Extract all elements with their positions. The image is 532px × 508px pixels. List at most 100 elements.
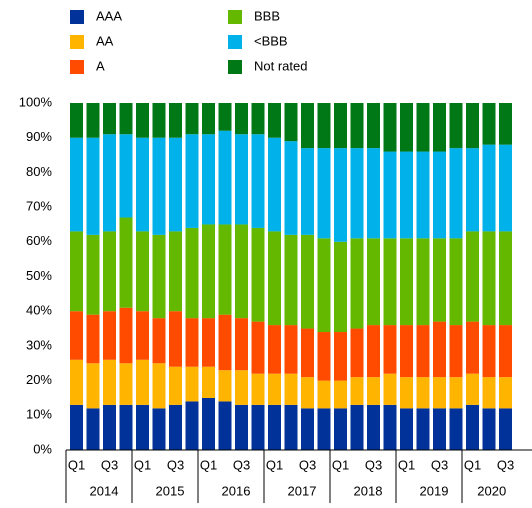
bar-segment: [169, 231, 182, 312]
bar-segment: [152, 234, 166, 319]
legend-swatch: [70, 60, 84, 74]
legend-swatch: [70, 35, 84, 49]
bar-segment: [284, 404, 298, 450]
bar-segment: [367, 377, 380, 405]
bar-segment: [350, 238, 364, 329]
bar-segment: [301, 148, 314, 235]
bar-segment: [400, 408, 413, 450]
bar-segment: [119, 134, 133, 218]
bar-segment: [449, 148, 463, 239]
legend-label: BBB: [254, 8, 280, 23]
bar-segment: [185, 318, 199, 367]
x-tick-label: Q3: [431, 457, 448, 472]
bar-segment: [70, 103, 83, 138]
bar-segment: [251, 134, 265, 228]
bar-segment: [482, 408, 496, 450]
bar-segment: [350, 148, 364, 239]
bar-segment: [86, 137, 100, 235]
bar-segment: [449, 377, 463, 409]
bar-segment: [416, 238, 430, 326]
bar-segment: [334, 332, 347, 381]
bar-segment: [169, 311, 182, 367]
x-tick-label: Q1: [200, 457, 217, 472]
bar-segment: [400, 377, 413, 409]
bar-segment: [218, 370, 232, 402]
y-tick-label: 30%: [26, 337, 52, 352]
bar-segment: [301, 408, 314, 450]
bar-segment: [202, 397, 215, 450]
legend-label: Not rated: [254, 58, 307, 73]
bar-segment: [136, 103, 149, 138]
bar-segment: [152, 363, 166, 409]
bar-segment: [334, 103, 347, 149]
y-tick-label: 0%: [33, 441, 52, 456]
bar-segment: [350, 377, 364, 405]
bar-segment: [383, 151, 397, 239]
bar-segment: [251, 321, 265, 374]
x-tick-label: Q1: [464, 457, 481, 472]
bar-segment: [185, 401, 199, 450]
bar-segment: [466, 103, 479, 149]
bar-segment: [301, 328, 314, 378]
bar-segment: [466, 373, 479, 405]
bar-segment: [136, 137, 149, 232]
bar-segment: [416, 408, 430, 450]
bar-segment: [499, 325, 512, 378]
group-label: 2014: [90, 483, 119, 498]
bar-segment: [235, 224, 248, 319]
bar-segment: [136, 404, 149, 450]
bar-segment: [367, 404, 380, 450]
bar-segment: [317, 380, 331, 409]
x-tick-label: Q3: [167, 457, 184, 472]
bar-segment: [499, 231, 512, 326]
legend-label: AA: [96, 33, 114, 48]
bar-segment: [103, 103, 116, 135]
bar-segment: [235, 370, 248, 405]
bar-segment: [152, 137, 166, 235]
bar-segment: [235, 404, 248, 450]
bar-segment: [301, 103, 314, 149]
bar-segment: [218, 224, 232, 315]
bar-segment: [383, 404, 397, 450]
x-tick-label: Q1: [398, 457, 415, 472]
bar-segment: [251, 227, 265, 322]
bar-segment: [251, 373, 265, 405]
bar-segment: [185, 366, 199, 402]
bar-segment: [152, 408, 166, 450]
bar-segment: [433, 151, 446, 239]
x-tick-label: Q1: [266, 457, 283, 472]
group-label: 2019: [420, 483, 449, 498]
bar-segment: [202, 318, 215, 367]
bar-segment: [499, 103, 512, 145]
bar-segment: [301, 377, 314, 409]
bar-segment: [433, 408, 446, 450]
bar-segment: [449, 408, 463, 450]
bar-segment: [218, 401, 232, 450]
bar-segment: [169, 137, 182, 232]
bar-segment: [103, 404, 116, 450]
bar-segment: [433, 321, 446, 378]
bar-segment: [86, 363, 100, 409]
bar-segment: [466, 404, 479, 450]
bar-segment: [367, 238, 380, 326]
bar-segment: [136, 359, 149, 405]
bar-segment: [103, 231, 116, 312]
bar-segment: [119, 217, 133, 308]
bar-segment: [119, 103, 133, 135]
bar-segment: [383, 103, 397, 152]
x-tick-label: Q3: [497, 457, 514, 472]
bar-segment: [169, 366, 182, 405]
bar-segment: [86, 103, 100, 138]
bar-segment: [482, 144, 496, 232]
group-label: 2018: [354, 483, 383, 498]
bar-segment: [103, 359, 116, 405]
x-tick-label: Q1: [332, 457, 349, 472]
bar-segment: [268, 404, 281, 450]
bar-segment: [86, 314, 100, 364]
legend-swatch: [228, 10, 242, 24]
bar-segment: [119, 307, 133, 364]
bar-segment: [499, 408, 512, 450]
bar-segment: [466, 321, 479, 374]
bar-segment: [70, 311, 83, 360]
